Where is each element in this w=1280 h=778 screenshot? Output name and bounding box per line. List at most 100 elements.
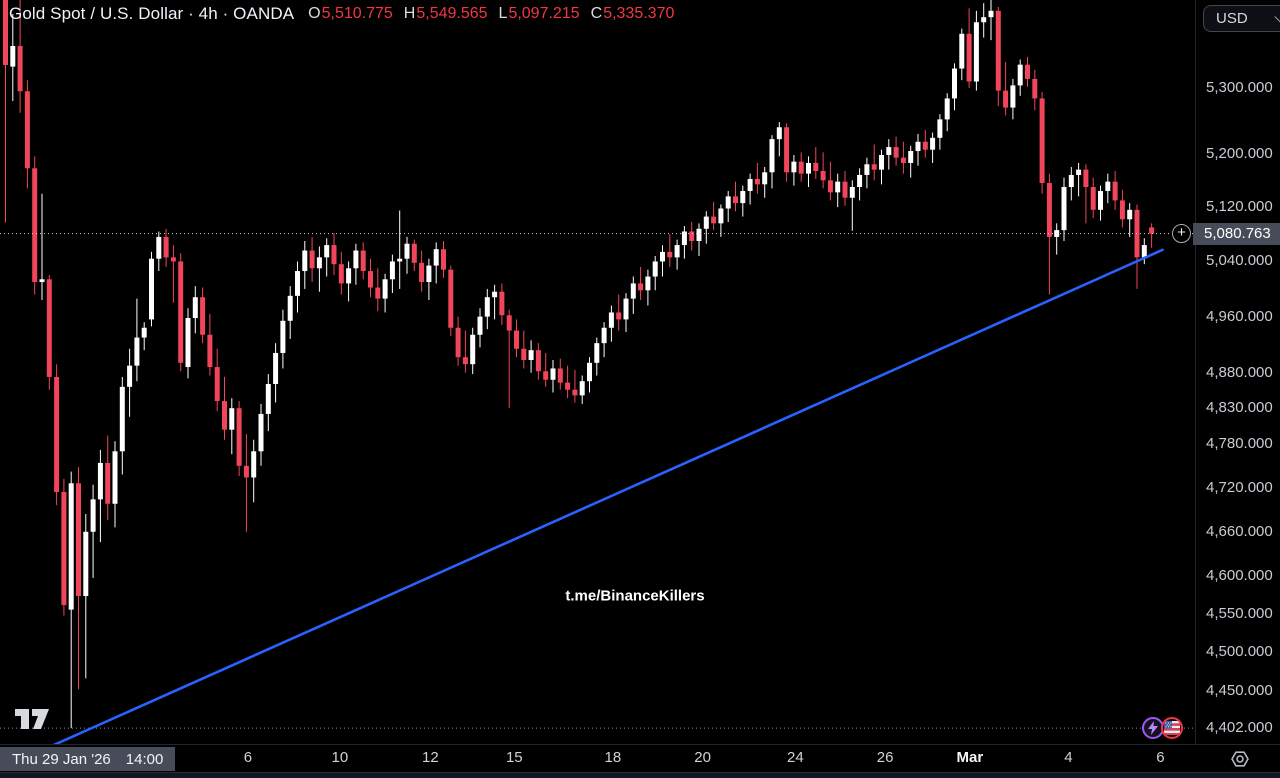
candle-body bbox=[711, 216, 717, 224]
candle-body bbox=[426, 265, 432, 283]
candle-body bbox=[462, 357, 468, 365]
candle-body bbox=[572, 389, 578, 396]
candle-body bbox=[324, 245, 330, 258]
candle-body bbox=[360, 250, 366, 272]
candle-body bbox=[660, 251, 665, 262]
price-tick: 4,880.000 bbox=[1206, 363, 1273, 381]
candle-body bbox=[718, 208, 724, 224]
candle-body bbox=[17, 45, 23, 92]
candle-body bbox=[170, 257, 176, 262]
candle-body bbox=[674, 245, 680, 258]
candle-body bbox=[842, 181, 848, 198]
time-tick: 6 bbox=[243, 749, 253, 766]
price-chart[interactable] bbox=[0, 0, 1280, 744]
time-tick: 6 bbox=[1156, 749, 1165, 766]
candle-body bbox=[273, 352, 279, 385]
price-tick: 5,200.000 bbox=[1206, 144, 1273, 162]
candle-body bbox=[1046, 182, 1052, 237]
candle-body bbox=[105, 462, 111, 504]
candle-body bbox=[222, 401, 227, 430]
candle-body bbox=[302, 250, 308, 272]
candle-body bbox=[667, 251, 673, 258]
candle-body bbox=[630, 283, 636, 299]
currency-select-button[interactable]: USD bbox=[1203, 5, 1280, 32]
price-tick: 4,450.000 bbox=[1206, 681, 1273, 699]
candle-body bbox=[1112, 181, 1118, 201]
candle-body bbox=[134, 337, 140, 366]
candle-body bbox=[1017, 64, 1023, 86]
price-axis[interactable]: 5,300.000 5,200.000 5,120.000 5,040.000 4,96… bbox=[1196, 0, 1280, 744]
price-tick: 4,600.000 bbox=[1206, 567, 1273, 585]
candle-body bbox=[608, 312, 614, 328]
candle-body bbox=[944, 98, 950, 120]
price-axis-divider bbox=[1195, 0, 1196, 744]
candle-body bbox=[1068, 174, 1074, 188]
candle-body bbox=[747, 178, 753, 192]
time-axis[interactable]: 6 10 12 15 18 20 24 26 Mar 4 6 bbox=[0, 745, 1280, 772]
candle-body bbox=[879, 155, 884, 170]
us-flag-event-icon[interactable] bbox=[1161, 717, 1184, 740]
candle-body bbox=[740, 191, 746, 204]
candle-body bbox=[1032, 78, 1038, 99]
candle-body bbox=[638, 283, 644, 291]
candle-body bbox=[813, 162, 819, 171]
candle-body bbox=[32, 168, 38, 283]
candle-body bbox=[930, 137, 936, 150]
price-tick: 5,300.000 bbox=[1206, 79, 1273, 96]
candle-body bbox=[243, 465, 249, 478]
gear-icon[interactable] bbox=[1229, 748, 1251, 770]
candle-body bbox=[346, 268, 352, 284]
price-tick: 4,960.000 bbox=[1206, 307, 1273, 325]
time-axis-divider bbox=[0, 744, 1280, 745]
candle-body bbox=[798, 161, 804, 174]
low-value: 5,097.215 bbox=[508, 5, 580, 22]
candle-body bbox=[966, 33, 972, 82]
candle-body bbox=[280, 320, 286, 353]
price-tick: 4,402.000 bbox=[1206, 719, 1273, 737]
candle-body bbox=[68, 483, 74, 610]
candle-body bbox=[689, 231, 695, 241]
candle-body bbox=[309, 250, 315, 269]
low-key: L bbox=[498, 5, 508, 22]
candle-body bbox=[499, 291, 505, 316]
candle-body bbox=[900, 157, 906, 163]
candle-body bbox=[550, 368, 556, 380]
close-key: C bbox=[590, 5, 603, 22]
candle-body bbox=[1039, 98, 1045, 183]
candle-body bbox=[163, 236, 169, 258]
candle-body bbox=[908, 151, 914, 163]
candle-body bbox=[981, 17, 987, 23]
candle-body bbox=[156, 236, 162, 259]
trendline bbox=[52, 248, 1164, 744]
time-tick: 10 bbox=[331, 749, 349, 766]
candle-body bbox=[959, 33, 965, 69]
chevron-down-icon bbox=[1274, 10, 1280, 23]
candle-body bbox=[46, 279, 52, 377]
candle-body bbox=[185, 318, 191, 368]
candle-body bbox=[645, 276, 651, 291]
add-alert-plus-button[interactable]: + bbox=[1172, 224, 1191, 244]
time-tick: 12 bbox=[422, 749, 439, 766]
crosshair-time-label: Thu 29 Jan '26 14:00 bbox=[0, 747, 176, 771]
candle-body bbox=[886, 147, 892, 156]
high-key: H bbox=[403, 5, 416, 22]
symbol-title: Gold Spot / U.S. Dollar · 4h · OANDA bbox=[9, 4, 295, 23]
candle-body bbox=[316, 257, 322, 269]
candle-body bbox=[1105, 181, 1111, 192]
candle-body bbox=[382, 279, 388, 299]
candle-body bbox=[76, 483, 81, 596]
candle-body bbox=[973, 22, 979, 82]
candle-body bbox=[733, 196, 738, 204]
candle-body bbox=[871, 164, 877, 170]
candle-body bbox=[506, 315, 512, 331]
tradingview-logo[interactable] bbox=[14, 703, 50, 731]
candle-body bbox=[528, 350, 534, 360]
candle-body bbox=[207, 334, 213, 368]
candle-body bbox=[448, 269, 454, 328]
candle-body bbox=[389, 261, 395, 280]
time-tick: 15 bbox=[505, 749, 523, 766]
candle-body bbox=[521, 348, 527, 360]
candle-body bbox=[3, 0, 8, 66]
candle-body bbox=[703, 216, 709, 229]
